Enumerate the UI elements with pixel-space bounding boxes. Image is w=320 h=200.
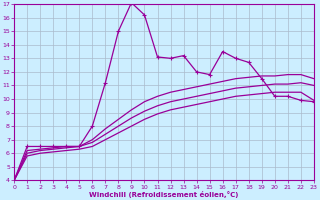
X-axis label: Windchill (Refroidissement éolien,°C): Windchill (Refroidissement éolien,°C)	[89, 191, 239, 198]
